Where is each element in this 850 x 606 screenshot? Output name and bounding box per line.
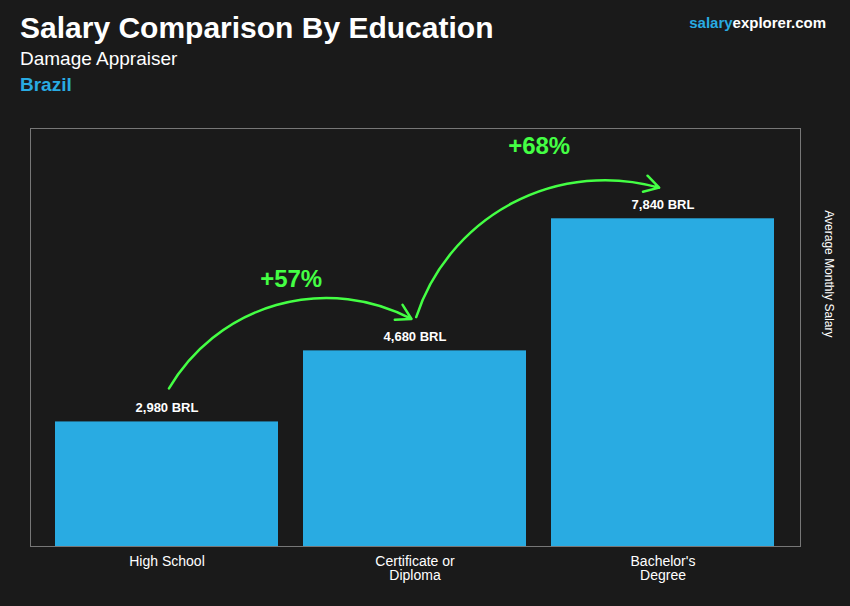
html-text:Salary Comparison By Education: Salary Comparison By Education bbox=[20, 11, 494, 44]
svg-text:Average Monthly Salary: Average Monthly Salary bbox=[822, 210, 836, 337]
html-text:Brazil: Brazil bbox=[20, 74, 72, 95]
html-text:Damage Appraiser: Damage Appraiser bbox=[20, 48, 178, 69]
svg-text:7,840 BRL: 7,840 BRL bbox=[632, 197, 695, 212]
svg-text:Certificate orDiploma: Certificate orDiploma bbox=[375, 553, 455, 583]
svg-text:+68%: +68% bbox=[508, 132, 570, 159]
svg-text:+57%: +57% bbox=[260, 265, 322, 292]
svg-text:2,980 BRL: 2,980 BRL bbox=[136, 400, 199, 415]
svg-text:Bachelor'sDegree: Bachelor'sDegree bbox=[631, 553, 696, 583]
svg-text:4,680 BRL: 4,680 BRL bbox=[384, 329, 447, 344]
svg-text:High School: High School bbox=[129, 553, 205, 569]
html-text:salary explorer.com: salary explorer.com bbox=[689, 14, 826, 31]
